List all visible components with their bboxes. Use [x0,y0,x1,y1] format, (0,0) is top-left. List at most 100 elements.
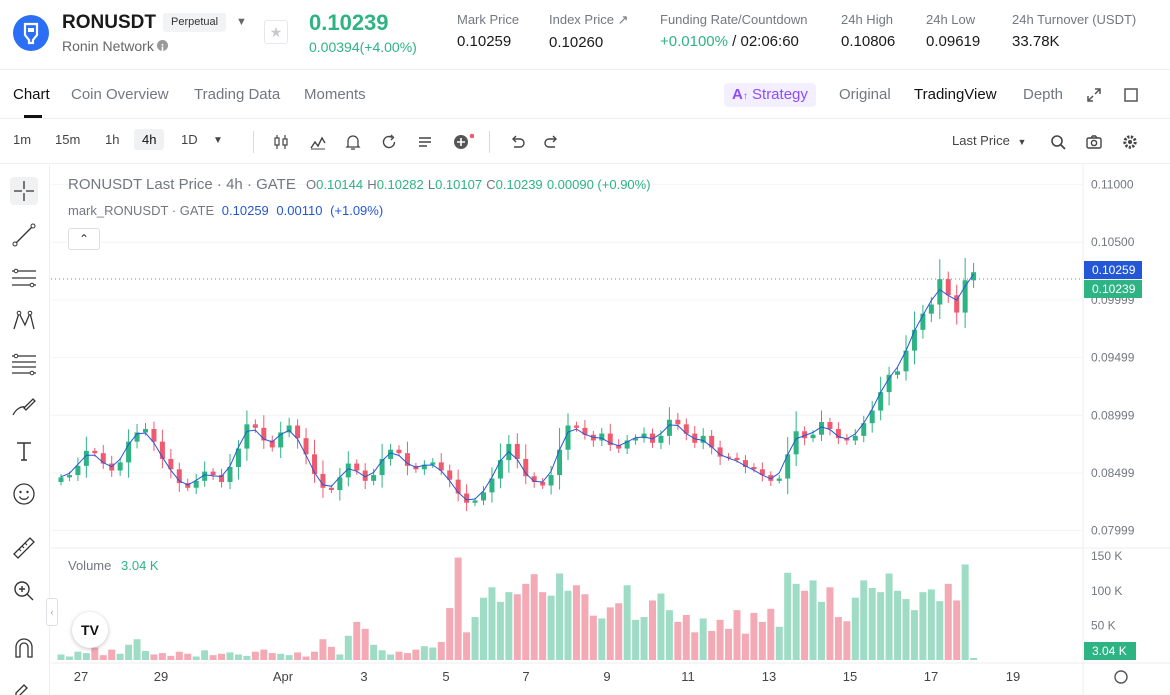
main-series-title: RONUSDT Last Price · 4h · GATE [68,176,296,193]
volume-legend: Volume 3.04 K [68,558,159,573]
volume-bar [82,653,90,660]
interval-4h[interactable]: 4h [134,129,165,150]
strategy-button[interactable]: A↑ Strategy [724,83,816,107]
candle-body [252,424,258,428]
replay-icon[interactable] [380,133,398,151]
drawing-mode-icon[interactable] [10,675,38,695]
candle-body [421,464,427,470]
time-tick-label: 15 [843,669,857,684]
candle-body [835,428,841,439]
candle-body [962,280,968,313]
chart-tabs: Chart Coin Overview Trading Data Moments… [0,71,1170,119]
interval-1h[interactable]: 1h [105,132,120,147]
index-price-stat[interactable]: Index Price ↗ 0.10260 [549,12,629,51]
contract-type-badge: Perpetual [163,13,227,32]
symbol-dropdown-icon[interactable]: ▼ [236,16,247,28]
volume-bar [572,585,580,660]
horizontal-lines-icon[interactable] [10,264,38,292]
text-tool-icon[interactable] [10,437,38,465]
tab-moments[interactable]: Moments [304,86,366,103]
alert-icon[interactable] [344,133,362,151]
volume-bar [108,649,116,660]
interval-1m[interactable]: 1m [13,132,32,147]
candle-body [793,431,799,455]
undo-icon[interactable] [508,133,526,151]
interval-1d[interactable]: 1D [181,132,198,147]
candle-body [742,460,748,468]
tab-chart[interactable]: Chart [13,86,50,103]
time-tick-label: 9 [603,669,610,684]
expand-sidebar-chevron-icon[interactable]: ‹ [46,598,58,626]
window-icon[interactable] [1124,88,1138,102]
low-24h-label: 24h Low [926,12,976,27]
interval-15m[interactable]: 15m [55,132,81,147]
fib-retracement-icon[interactable] [10,350,38,378]
ruler-icon[interactable] [10,534,38,562]
tab-coin-overview[interactable]: Coin Overview [71,86,169,103]
candle-body [633,438,639,441]
volume-bar [843,621,851,660]
tab-trading-data[interactable]: Trading Data [194,86,281,103]
interval-dropdown-icon[interactable]: ▼ [213,135,223,146]
candle-body [320,473,326,488]
candle-body [159,441,165,459]
pattern-icon[interactable] [10,307,38,335]
collapse-legend-chevron-up-icon[interactable]: ⌃ [68,228,100,250]
price-source-select[interactable]: Last Price ▼ [952,133,1026,148]
index-price-label[interactable]: Index Price ↗ [549,12,629,27]
candle-body [582,427,588,435]
candle-type-icon[interactable] [272,133,290,151]
close-value: 0.10239 [495,177,543,192]
magnet-icon[interactable] [10,635,38,663]
volume-bar [480,597,487,660]
volume-bar [733,610,741,660]
price-chart[interactable]: 0.110000.105000.099990.094990.089990.084… [51,165,1170,695]
volume-bar [691,632,699,660]
tradingview-logo[interactable]: TV [72,612,108,648]
view-original[interactable]: Original [839,86,891,103]
candle-body [700,435,706,443]
toolbar-separator [489,131,490,153]
candle-body [650,433,655,443]
candle-body [134,432,140,442]
trend-line-icon[interactable] [10,221,38,249]
candle-body [227,467,233,482]
settings-gear-icon[interactable] [1121,133,1139,151]
view-tradingview[interactable]: TradingView [914,86,997,103]
candle-body [937,279,943,305]
volume-value: 3.04 K [121,558,159,573]
price-tick-label: 0.11000 [1091,178,1134,192]
volume-bar [547,595,555,660]
crosshair-icon[interactable] [10,177,38,205]
volume-bar [353,621,361,660]
indicators-icon[interactable] [309,133,327,151]
view-depth[interactable]: Depth [1023,86,1064,103]
candle-body [954,295,960,313]
symbol-name[interactable]: RONUSDT [62,12,156,33]
last-price: 0.10239 [309,10,389,35]
favorite-star-icon[interactable]: ★ [264,20,288,44]
zoom-in-icon[interactable] [10,577,38,605]
brush-icon[interactable] [10,393,38,421]
time-tick-label: 5 [442,669,449,684]
mark-series-pct: (+1.09%) [330,203,384,218]
candle-body [193,480,199,488]
chart-toolbar: 1m 15m 1h 4h 1D ▼ Last [0,120,1170,164]
volume-bar [860,580,868,660]
camera-icon[interactable] [1085,133,1103,151]
expand-icon[interactable] [1087,88,1101,102]
add-indicator-icon[interactable] [452,133,475,151]
candle-body [819,422,824,435]
emoji-icon[interactable] [10,480,38,508]
time-tick-label: 3 [360,669,367,684]
candle-body [886,374,892,393]
info-icon[interactable] [157,40,168,51]
templates-icon[interactable] [416,133,434,151]
funding-rate-stat: Funding Rate/Countdown +0.0100% / 02:06:… [660,12,807,50]
candle-body [303,438,309,455]
search-icon[interactable] [1049,133,1067,151]
candle-body [523,458,529,477]
candle-body [717,447,723,457]
redo-icon[interactable] [543,133,561,151]
price-source-dropdown-icon: ▼ [1017,137,1027,147]
